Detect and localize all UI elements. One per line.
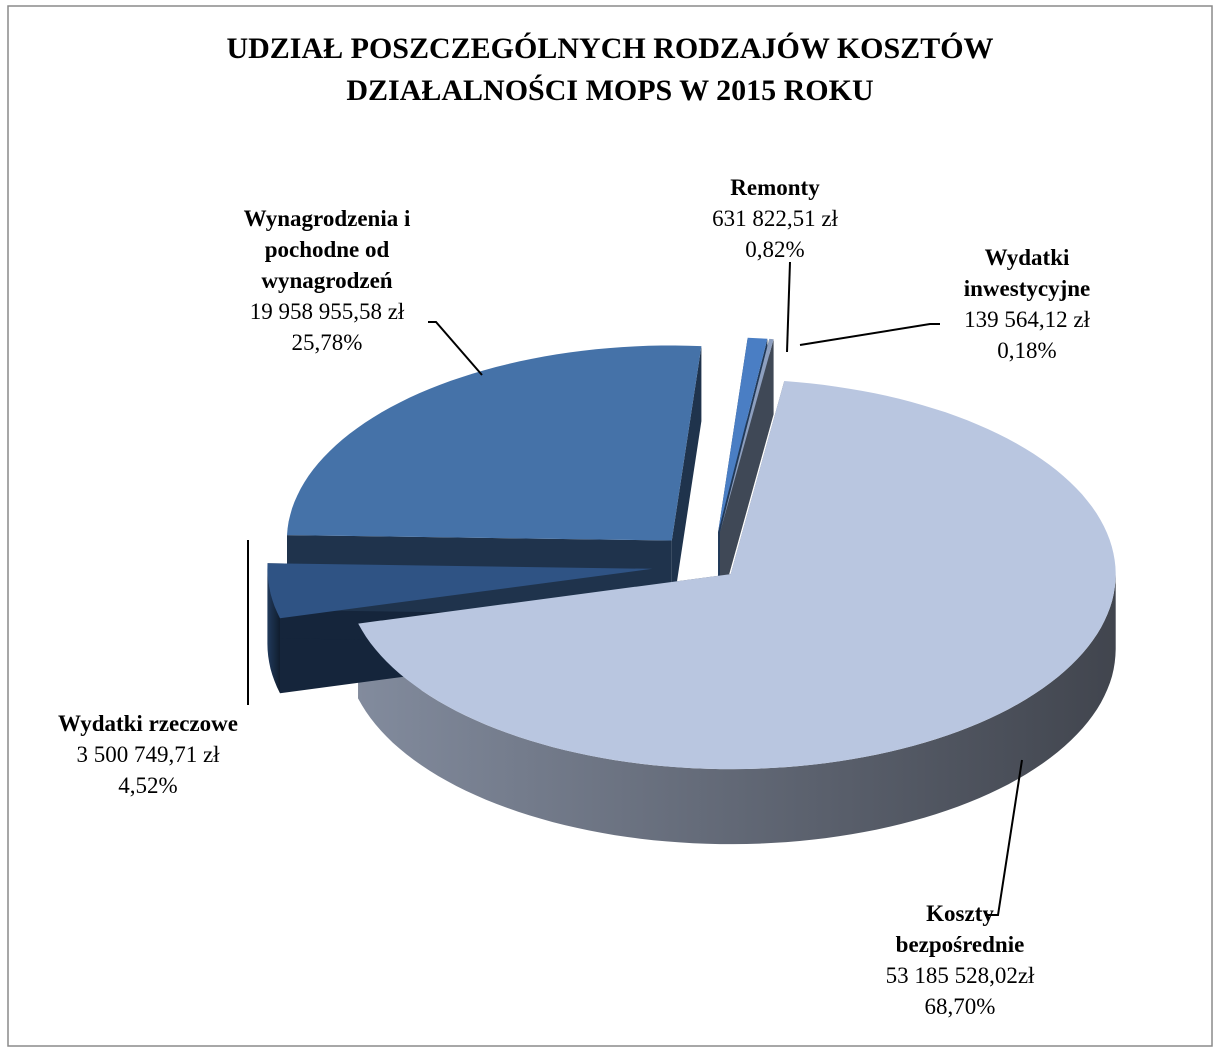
amount-label: 3 500 749,71 zł — [76, 742, 220, 767]
chart-border — [7, 5, 1213, 1047]
slice-wall — [720, 339, 774, 608]
value-label: 25,78% — [291, 330, 363, 355]
category-label: Koszty bezpośrednie — [895, 901, 1025, 957]
category-label: Remonty — [730, 175, 820, 200]
slice-side — [358, 574, 1116, 845]
amount-label: 139 564,12 zł — [964, 307, 1090, 332]
slice-side — [267, 568, 280, 694]
leader-line — [799, 323, 940, 346]
category-label: Wynagrodzenia i pochodne od wynagrodzeń — [243, 206, 411, 293]
slice — [267, 563, 653, 619]
data-label: Remonty 631 822,51 zł 0,82% — [675, 172, 875, 265]
category-label: Wydatki inwestycyjne — [963, 245, 1091, 301]
data-label: Wydatki inwestycyjne 139 564,12 zł 0,18% — [947, 242, 1107, 366]
data-label: Wydatki rzeczowe 3 500 749,71 zł 4,52% — [18, 708, 278, 801]
slice-wall — [671, 346, 702, 616]
data-label: Wynagrodzenia i pochodne od wynagrodzeń 1… — [222, 203, 432, 358]
data-label: Koszty bezpośrednie 53 185 528,02zł 68,70% — [860, 898, 1060, 1022]
slice — [718, 337, 768, 533]
amount-label: 53 185 528,02zł — [885, 963, 1035, 988]
slice — [287, 345, 702, 541]
value-label: 4,52% — [118, 773, 178, 798]
amount-label: 631 822,51 zł — [712, 206, 838, 231]
value-label: 0,18% — [997, 338, 1057, 363]
category-label: Wydatki rzeczowe — [58, 711, 238, 736]
slice — [720, 338, 774, 533]
value-label: 68,70% — [924, 994, 996, 1019]
slice — [358, 381, 1116, 770]
leader-line — [428, 321, 483, 376]
chart-title: UDZIAŁ POSZCZEGÓLNYCH RODZAJÓW KOSZTÓW D… — [226, 32, 994, 107]
leader-line — [786, 261, 791, 353]
leader-line — [985, 759, 1023, 916]
amount-label: 19 958 955,58 zł — [249, 299, 405, 324]
value-label: 0,82% — [745, 237, 805, 262]
leader-lines — [247, 261, 1023, 916]
pie — [267, 337, 1116, 845]
